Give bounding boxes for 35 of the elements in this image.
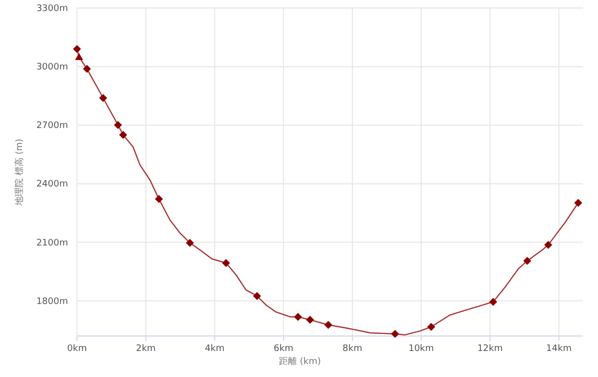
point [523,256,532,265]
point [119,130,128,139]
y-tick-label: 3300m [36,4,68,14]
x-tick-label: 14km [546,344,572,354]
x-tick-label: 0km [67,344,87,354]
point [99,94,108,102]
point [222,258,230,267]
x-tick-label: 2km [136,344,156,354]
point [114,120,122,129]
point [253,292,262,300]
point [294,312,302,321]
y-tick-label: 1800m [36,296,68,307]
x-tick-label: 6km [274,344,294,354]
y-tick-label: 2700m [36,121,68,132]
point [82,64,91,73]
point [544,240,552,249]
y-tick-label: 2400m [36,180,68,190]
point [154,194,163,203]
y-tick-label: 3000m [36,62,68,73]
x-tick-label: 10km [408,344,434,354]
point [574,198,582,207]
x-tick-label: 12km [477,344,503,354]
point [306,316,314,324]
point [324,320,332,329]
x-axis-title: 距離 (km) [279,356,321,367]
x-tick-label: 8km [342,344,362,354]
point [489,298,498,306]
y-tick-label: 2100m [36,238,68,248]
y-axis-title: 地理院 標高 (m) [14,138,25,206]
x-tick-label: 4km [204,344,225,354]
point [427,322,436,331]
point [391,330,400,338]
point [75,53,84,60]
point [186,238,194,247]
point [73,45,81,53]
